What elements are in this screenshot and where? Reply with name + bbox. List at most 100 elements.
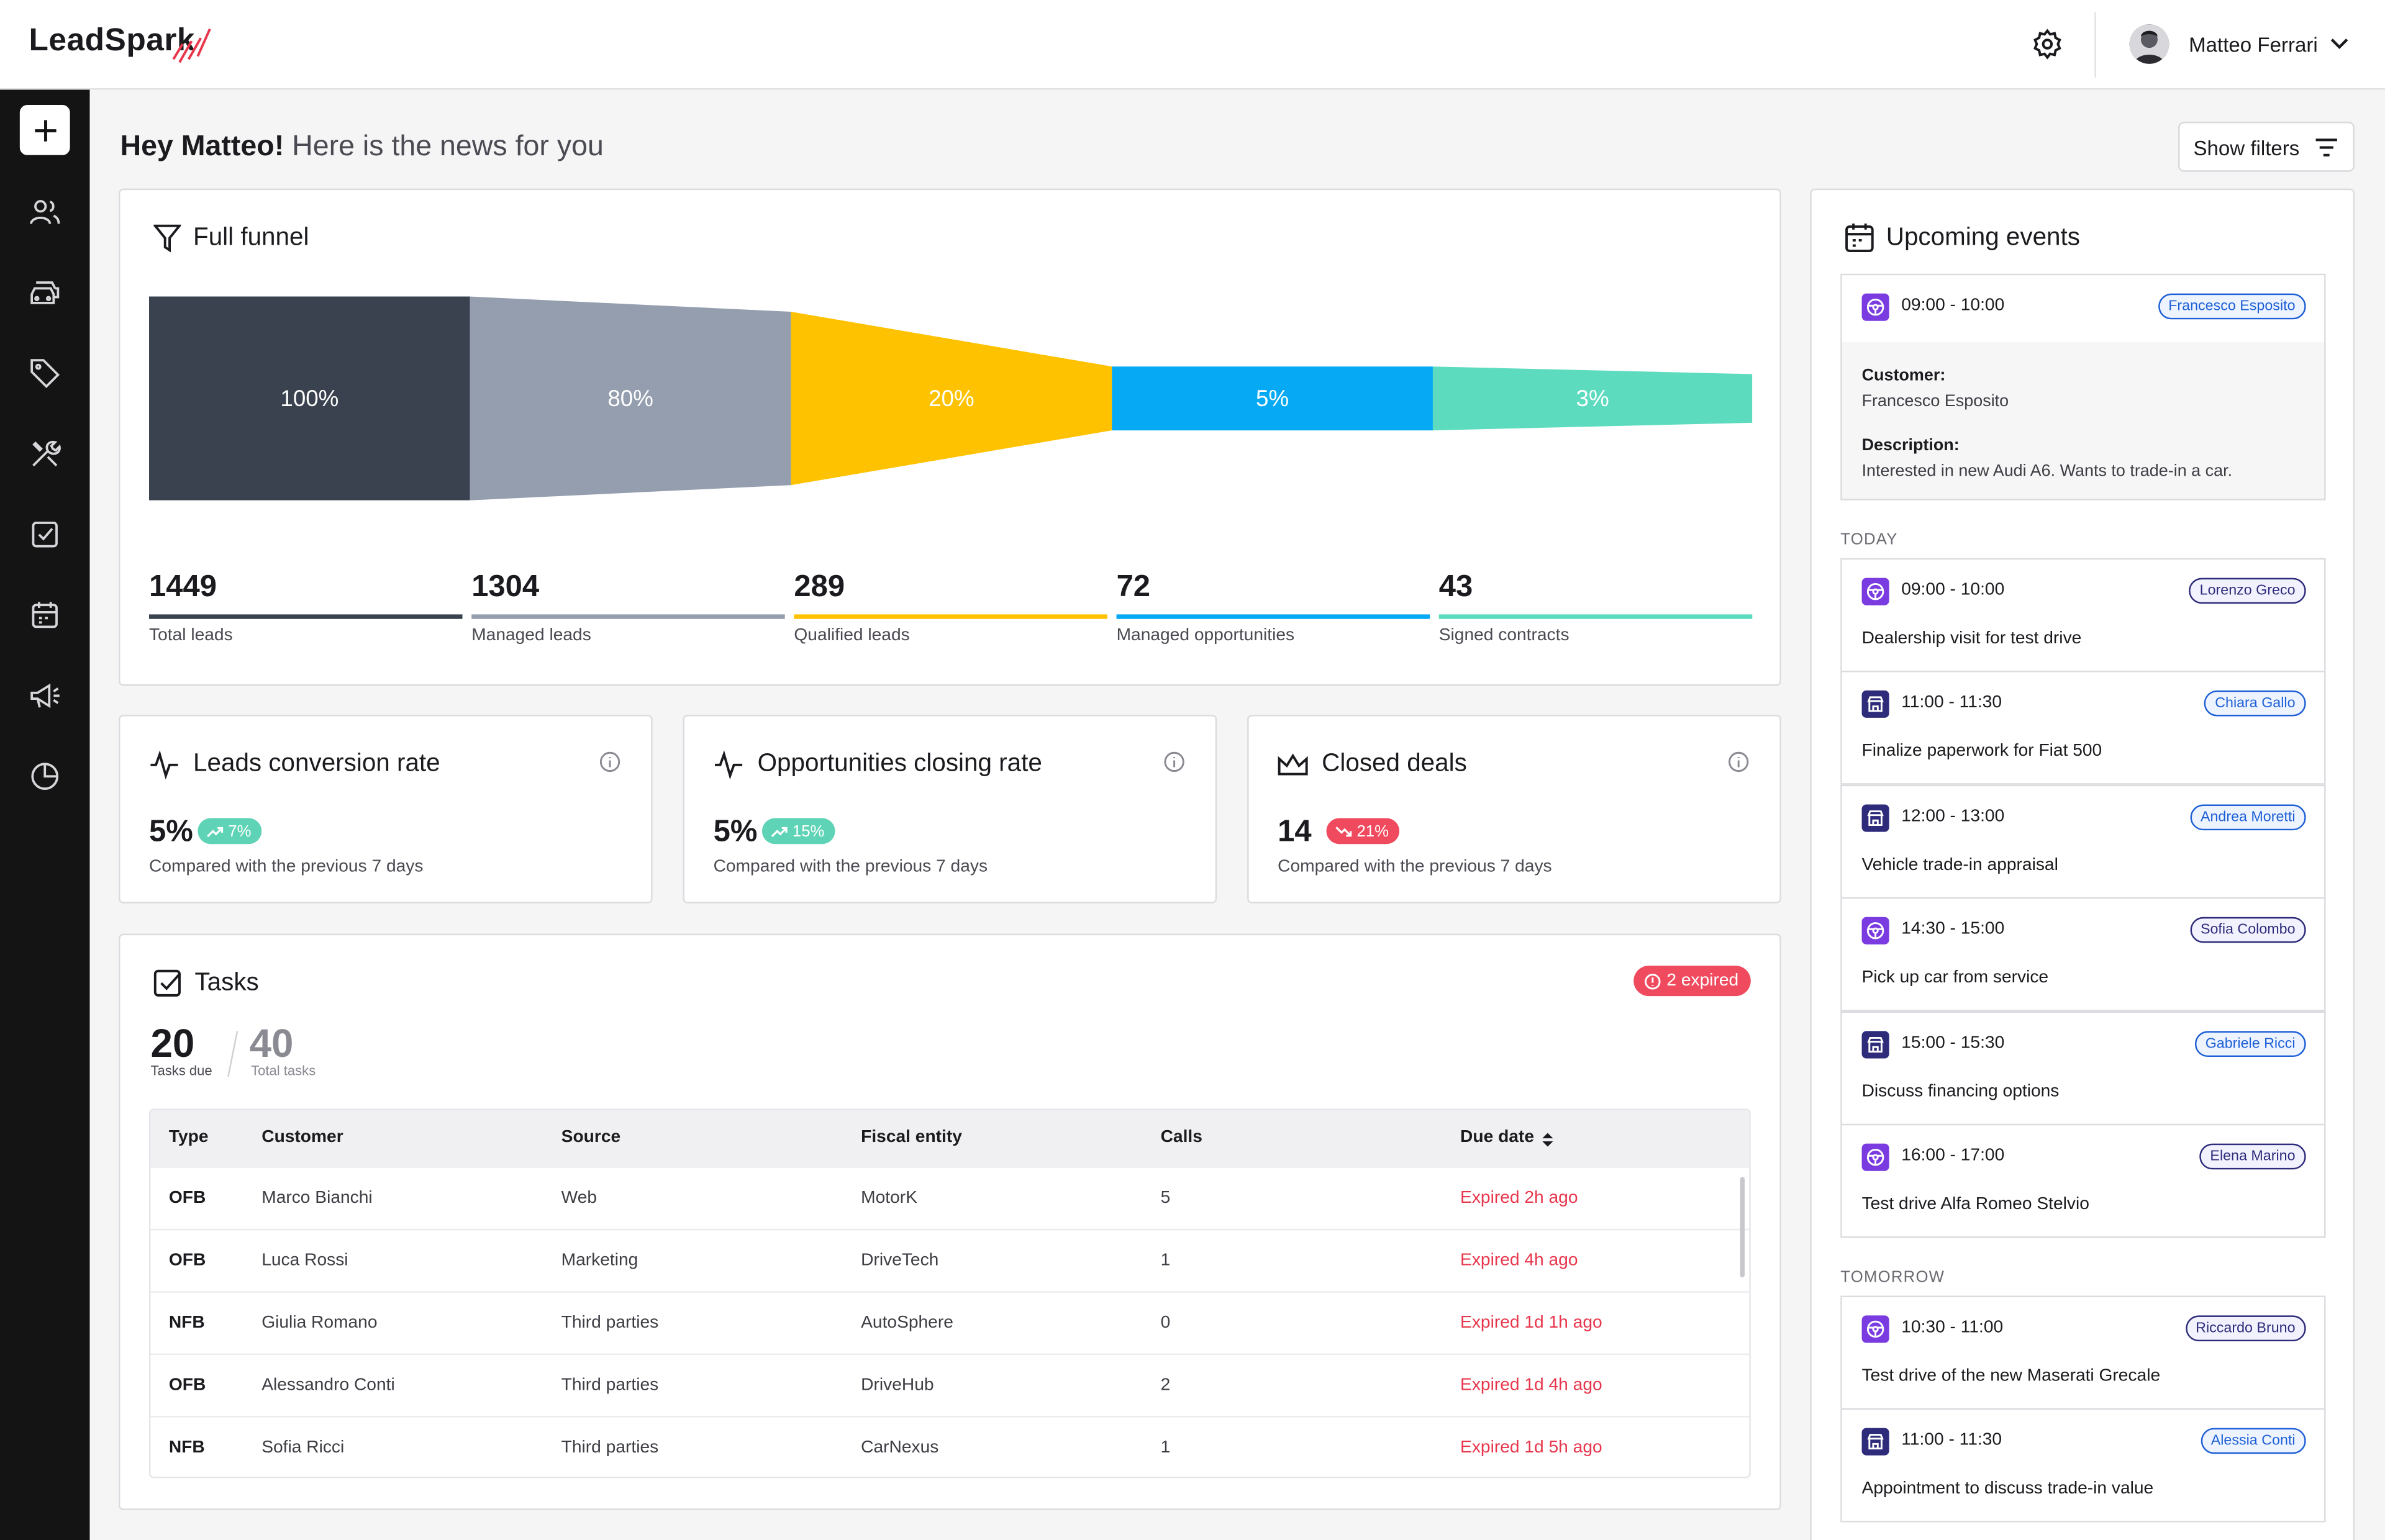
settings-gear-icon[interactable] — [2030, 27, 2064, 61]
col-customer[interactable]: Customer — [261, 1128, 343, 1147]
table-row[interactable]: NFB Sofia Ricci Third parties CarNexus 1 Expi… — [150, 1417, 1749, 1477]
event-description: Vehicle trade-in appraisal — [1861, 856, 2058, 874]
task-check-icon — [153, 969, 181, 997]
expired-badge[interactable]: 2 expired — [1633, 966, 1751, 997]
funnel-stat: 1304 Managed leads — [471, 570, 785, 645]
kpi-change-badge: 21% — [1326, 818, 1400, 845]
chevron-down-icon[interactable] — [2328, 37, 2350, 52]
event-item[interactable]: 12:00 - 13:00 Andrea Moretti Vehicle tra… — [1840, 784, 2326, 899]
cell-source: Third parties — [561, 1438, 659, 1457]
avatar[interactable] — [2129, 24, 2169, 64]
funnel-stat-value: 72 — [1116, 570, 1151, 604]
cell-customer: Marco Bianchi — [261, 1189, 373, 1208]
cell-entity: AutoSphere — [861, 1313, 953, 1333]
steering-wheel-icon — [1861, 1315, 1889, 1343]
event-person-tag[interactable]: Elena Marino — [2199, 1143, 2306, 1170]
funnel-stage-5[interactable] — [1432, 366, 1753, 431]
funnel-stat: 72 Managed opportunities — [1116, 570, 1430, 645]
funnel-stage-3[interactable] — [791, 312, 1112, 486]
col-due-date[interactable]: Due date — [1460, 1128, 1535, 1147]
cell-source: Third parties — [561, 1376, 659, 1395]
event-person-tag[interactable]: Alessia Conti — [2200, 1428, 2306, 1455]
event-time: 12:00 - 13:00 — [1901, 807, 2005, 826]
funnel-stat-bar — [149, 614, 463, 619]
alert-icon — [1644, 972, 1660, 989]
tag-icon[interactable] — [27, 356, 62, 391]
event-item[interactable]: 11:00 - 11:30 Alessia Conti Appointment … — [1840, 1408, 2326, 1523]
show-filters-button[interactable]: Show filters — [2178, 121, 2355, 172]
funnel-stage-1[interactable] — [149, 296, 470, 500]
description-label: Description: — [1861, 436, 1960, 455]
calendar-icon — [1845, 224, 1874, 253]
event-person-tag[interactable]: Francesco Esposito — [2158, 293, 2306, 320]
event-person-tag[interactable]: Gabriele Ricci — [2194, 1030, 2306, 1057]
cell-customer: Luca Rossi — [261, 1251, 348, 1270]
funnel-icon — [153, 224, 181, 253]
event-person-tag[interactable]: Riccardo Bruno — [2185, 1315, 2306, 1342]
tasks-title: Tasks — [194, 969, 259, 997]
event-item[interactable]: 14:30 - 15:00 Sofia Colombo Pick up car … — [1840, 897, 2326, 1012]
calendar-icon[interactable] — [27, 597, 62, 632]
table-header: Type Customer Source Fiscal entity Calls… — [150, 1110, 1750, 1168]
event-item[interactable]: 10:30 - 11:00 Riccardo Bruno Test drive … — [1840, 1295, 2326, 1410]
table-row[interactable]: OFB Marco Bianchi Web MotorK 5 Expired 2h ago — [150, 1168, 1750, 1231]
info-icon[interactable] — [599, 751, 620, 772]
kpi-compare-text: Compared with the previous 7 days — [149, 858, 424, 876]
table-row[interactable]: NFB Giulia Romano Third parties AutoSphere 0… — [150, 1293, 1750, 1356]
cell-calls: 2 — [1160, 1376, 1171, 1395]
cell-entity: DriveHub — [861, 1376, 934, 1395]
table-row[interactable]: OFB Alessandro Conti Third parties DriveHub… — [150, 1355, 1750, 1418]
tasks-due-label: Tasks due — [150, 1062, 212, 1079]
col-type[interactable]: Type — [168, 1128, 209, 1147]
user-name[interactable]: Matteo Ferrari — [2189, 33, 2318, 57]
tools-icon[interactable] — [27, 437, 62, 471]
funnel-stat: 1449 Total leads — [149, 570, 463, 645]
event-item[interactable]: 15:00 - 15:30 Gabriele Ricci Discuss fin… — [1840, 1010, 2326, 1125]
tasks-total-count: 40 — [249, 1020, 294, 1066]
info-icon[interactable] — [1728, 751, 1749, 772]
table-scrollbar[interactable] — [1740, 1177, 1745, 1278]
user-photo-icon — [2129, 24, 2169, 64]
event-person-tag[interactable]: Andrea Moretti — [2189, 804, 2306, 830]
funnel-stat-bar — [1438, 614, 1753, 619]
funnel-stage-4[interactable] — [1112, 366, 1433, 431]
featured-event[interactable]: 09:00 - 10:00 Francesco Esposito Custome… — [1840, 273, 2326, 500]
event-description: Pick up car from service — [1861, 969, 2049, 987]
funnel-stage-2[interactable] — [470, 296, 791, 500]
megaphone-icon[interactable] — [27, 678, 62, 713]
app-logo[interactable]: LeadSpark — [29, 22, 195, 58]
funnel-stat: 43 Signed contracts — [1438, 570, 1753, 645]
event-item[interactable]: 11:00 - 11:30 Chiara Gallo Finalize pape… — [1840, 671, 2326, 786]
col-fiscal-entity[interactable]: Fiscal entity — [861, 1128, 962, 1147]
funnel-stat-label: Qualified leads — [794, 626, 910, 645]
kpi-card: Closed deals 14 21% Compared with the pr… — [1247, 715, 1781, 904]
task-icon[interactable] — [27, 517, 62, 552]
cars-icon[interactable] — [27, 275, 62, 310]
event-person-tag[interactable]: Lorenzo Greco — [2189, 578, 2306, 604]
event-time: 11:00 - 11:30 — [1901, 1431, 2002, 1450]
sort-icon[interactable] — [1541, 1131, 1555, 1148]
kpi-title: Closed deals — [1322, 750, 1467, 777]
kpi-change-badge: 7% — [198, 818, 262, 845]
dealership-icon — [1861, 804, 1889, 832]
funnel-stage-percent: 5% — [1256, 386, 1289, 411]
col-source[interactable]: Source — [561, 1128, 621, 1147]
event-person-tag[interactable]: Sofia Colombo — [2189, 917, 2306, 943]
event-time: 10:30 - 11:00 — [1901, 1318, 2004, 1337]
customer-value: Francesco Esposito — [1861, 392, 2009, 411]
add-button[interactable] — [19, 104, 70, 155]
pie-chart-icon[interactable] — [27, 759, 62, 794]
logo-spark-icon — [172, 28, 211, 63]
event-item[interactable]: 09:00 - 10:00 Lorenzo Greco Dealership v… — [1840, 558, 2326, 673]
table-row[interactable]: OFB Luca Rossi Marketing DriveTech 1 Expired … — [150, 1230, 1750, 1293]
top-bar: LeadSpark Matteo Ferrari — [0, 0, 2385, 90]
event-person-tag[interactable]: Chiara Gallo — [2204, 691, 2306, 717]
users-icon[interactable] — [27, 194, 62, 229]
col-calls[interactable]: Calls — [1160, 1128, 1202, 1147]
info-icon[interactable] — [1163, 751, 1184, 772]
event-item[interactable]: 16:00 - 17:00 Elena Marino Test drive Al… — [1840, 1123, 2326, 1238]
description-value: Interested in new Audi A6. Wants to trad… — [1861, 462, 2233, 481]
trend-up-icon — [771, 825, 788, 838]
cell-due: Expired 4h ago — [1460, 1251, 1578, 1270]
funnel-stage-percent: 20% — [929, 386, 974, 411]
